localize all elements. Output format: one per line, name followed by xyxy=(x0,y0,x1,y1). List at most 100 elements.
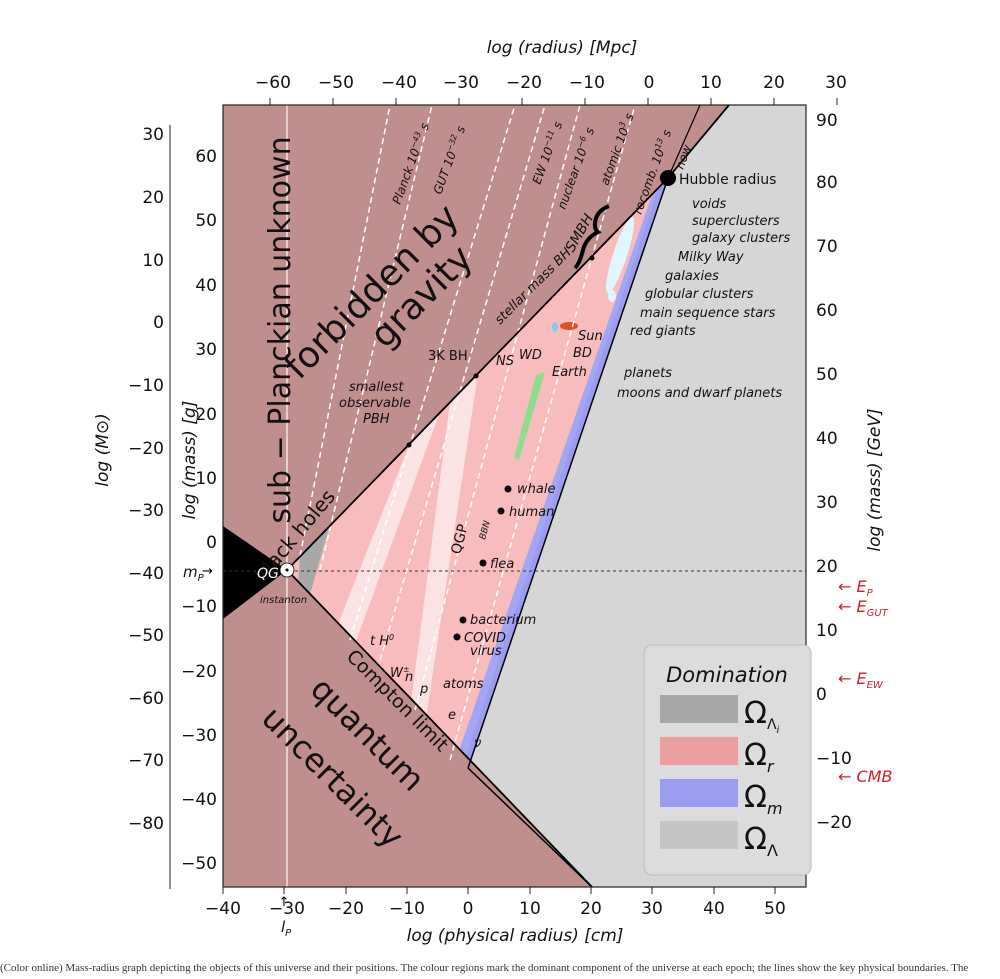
svg-text:−20: −20 xyxy=(181,662,217,682)
svg-text:smallest: smallest xyxy=(349,380,404,395)
svg-text:NS: NS xyxy=(496,354,514,369)
svg-text:voids: voids xyxy=(692,197,727,212)
svg-text:main sequence stars: main sequence stars xyxy=(640,306,776,321)
svg-text:−10: −10 xyxy=(128,376,164,396)
svg-text:p: p xyxy=(419,682,428,697)
svg-text:−10: −10 xyxy=(569,73,605,93)
svg-text:−50: −50 xyxy=(128,626,164,646)
svg-text:10: 10 xyxy=(519,899,541,919)
legend-swatch-lambda xyxy=(660,821,738,849)
svg-text:0: 0 xyxy=(644,73,655,93)
legend-title: Domination xyxy=(666,663,788,687)
svg-text:−40: −40 xyxy=(205,899,241,919)
top-axis-title: log (radius) [Mpc] xyxy=(487,38,638,58)
right-axis-title: log (mass) [GeV] xyxy=(865,408,885,551)
svg-text:whale: whale xyxy=(517,482,555,497)
svg-text:t H0: t H0 xyxy=(370,633,394,649)
svg-text:galaxies: galaxies xyxy=(665,269,719,284)
epoch-lines xyxy=(299,105,636,761)
svg-text:20: 20 xyxy=(580,899,602,919)
svg-text:← EEW: ← EEW xyxy=(838,669,884,691)
svg-text:BD: BD xyxy=(573,346,592,361)
svg-text:galaxy clusters: galaxy clusters xyxy=(692,231,791,246)
svg-text:0: 0 xyxy=(463,899,474,919)
svg-text:observable: observable xyxy=(339,396,411,411)
svg-text:40: 40 xyxy=(816,429,838,449)
plot-frame xyxy=(222,104,807,888)
energy-markers: ← EP ← EGUT ← EEW ← CMB xyxy=(838,577,892,786)
svg-text:−30: −30 xyxy=(269,899,305,919)
smbh-brace xyxy=(573,204,610,270)
figure-caption: (Color online) Mass-radius graph depicti… xyxy=(0,962,969,974)
svg-text:0: 0 xyxy=(816,685,827,705)
svg-text:−80: −80 xyxy=(128,814,164,834)
svg-text:−30: −30 xyxy=(128,501,164,521)
left-inner-tick-labels: 60 50 40 30 20 10 0 −10 −20 −30 −40 −50 xyxy=(181,147,217,874)
svg-text:30: 30 xyxy=(641,899,663,919)
bbn-band xyxy=(410,373,478,725)
svg-text:← EP: ← EP xyxy=(838,577,874,599)
svg-text:virus: virus xyxy=(470,644,502,659)
svg-text:bacterium: bacterium xyxy=(470,613,536,628)
svg-text:10: 10 xyxy=(142,251,164,271)
lambda-i-band xyxy=(297,525,330,605)
svg-text:−20: −20 xyxy=(506,73,542,93)
svg-text:0: 0 xyxy=(206,533,217,553)
svg-text:−40: −40 xyxy=(181,790,217,810)
legend-swatch-matter xyxy=(660,779,738,807)
svg-text:0: 0 xyxy=(153,313,164,333)
svg-text:flea: flea xyxy=(490,557,514,572)
svg-text:50: 50 xyxy=(764,899,786,919)
svg-text:−50: −50 xyxy=(181,854,217,874)
svg-text:WD: WD xyxy=(519,348,542,363)
mp-label: mP xyxy=(183,563,205,584)
svg-text:−60: −60 xyxy=(255,73,291,93)
svg-text:60: 60 xyxy=(816,301,838,321)
left-inner-title: log (mass) [g] xyxy=(180,401,200,520)
svg-text:−10: −10 xyxy=(816,749,852,769)
svg-text:−30: −30 xyxy=(443,73,479,93)
left-outer-title: log (M⊙) xyxy=(93,413,113,487)
svg-text:40: 40 xyxy=(195,276,217,296)
top-axis xyxy=(269,98,838,105)
x-axis-title: log (physical radius) [cm] xyxy=(407,926,624,946)
right-tick-labels: 90 80 70 60 50 40 30 20 10 0 −10 −20 xyxy=(816,111,852,833)
svg-text:20: 20 xyxy=(142,188,164,208)
svg-text:e: e xyxy=(448,708,456,723)
svg-text:−10: −10 xyxy=(181,597,217,617)
svg-text:globular clusters: globular clusters xyxy=(645,287,754,302)
svg-text:90: 90 xyxy=(816,111,838,131)
instanton-label: instanton xyxy=(260,595,307,606)
svg-text:moons and dwarf planets: moons and dwarf planets xyxy=(617,386,782,401)
legend: Domination ΩΛi Ωr Ωm ΩΛ xyxy=(643,644,812,876)
svg-text:30: 30 xyxy=(195,340,217,360)
svg-text:QGP: QGP xyxy=(448,523,471,556)
svg-text:10: 10 xyxy=(195,469,217,489)
svg-text:−50: −50 xyxy=(318,73,354,93)
svg-text:Sun: Sun xyxy=(578,329,603,344)
svg-text:30: 30 xyxy=(816,493,838,513)
svg-text:3K BH: 3K BH xyxy=(428,349,468,364)
arrow-up-icon: ↑ xyxy=(279,895,290,910)
svg-text:−20: −20 xyxy=(816,813,852,833)
svg-text:−10: −10 xyxy=(389,899,425,919)
svg-text:ν: ν xyxy=(474,736,481,751)
bottom-axis xyxy=(222,887,776,894)
svg-text:20: 20 xyxy=(195,405,217,425)
qgp-band xyxy=(334,412,440,652)
svg-text:80: 80 xyxy=(816,173,838,193)
legend-swatch-lambda-i xyxy=(660,695,738,723)
svg-text:← CMB: ← CMB xyxy=(838,767,892,786)
legend-swatch-radiation xyxy=(660,737,738,765)
svg-text:10: 10 xyxy=(700,73,722,93)
svg-text:−40: −40 xyxy=(128,564,164,584)
svg-text:n: n xyxy=(405,670,413,685)
svg-text:10: 10 xyxy=(816,621,838,641)
lp-label: lP xyxy=(281,918,292,939)
svg-text:planets: planets xyxy=(623,366,672,381)
svg-text:← EGUT: ← EGUT xyxy=(838,597,889,619)
arrow-right-icon: → xyxy=(202,564,213,579)
svg-text:red giants: red giants xyxy=(630,324,696,339)
svg-text:50: 50 xyxy=(195,211,217,231)
